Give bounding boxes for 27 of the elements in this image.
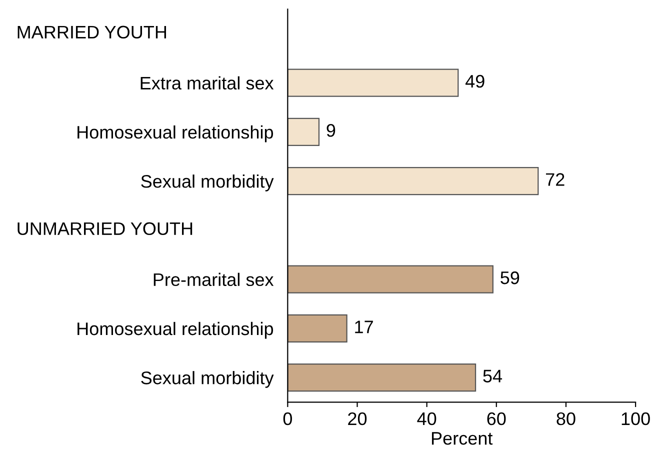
y-tick-label: Homosexual relationship	[78, 125, 274, 142]
y-tick-label: Pre-marital sex	[154, 272, 274, 286]
data-label: 59	[500, 271, 520, 284]
x-tick-label: 100	[622, 412, 650, 426]
bar	[288, 265, 494, 294]
bar	[288, 364, 476, 392]
y-tick-label: Homosexual relationship	[78, 322, 274, 339]
data-label: 49	[465, 74, 484, 88]
x-tick-label: 20	[348, 412, 367, 426]
text: UNMARRIED YOUTH	[18, 222, 192, 236]
bar	[288, 118, 320, 146]
bar	[288, 314, 348, 343]
data-label: 9	[326, 124, 336, 137]
x-tick-label: 40	[417, 412, 436, 426]
text: MARRIED YOUTH	[18, 26, 166, 39]
data-label: 54	[483, 370, 502, 382]
x-tick-label: 80	[556, 412, 576, 426]
bar	[288, 68, 459, 97]
x-axis-title: Percent	[432, 432, 493, 445]
x-tick-label: 60	[487, 412, 506, 426]
bar	[288, 167, 539, 196]
y-tick-label: Sexual morbidity	[141, 174, 274, 192]
x-tick-label: 0	[283, 412, 292, 426]
data-label: 72	[546, 173, 564, 186]
y-tick-label: Extra marital sex	[140, 76, 274, 90]
y-tick-label: Sexual morbidity	[141, 371, 274, 388]
data-label: 17	[355, 320, 373, 334]
